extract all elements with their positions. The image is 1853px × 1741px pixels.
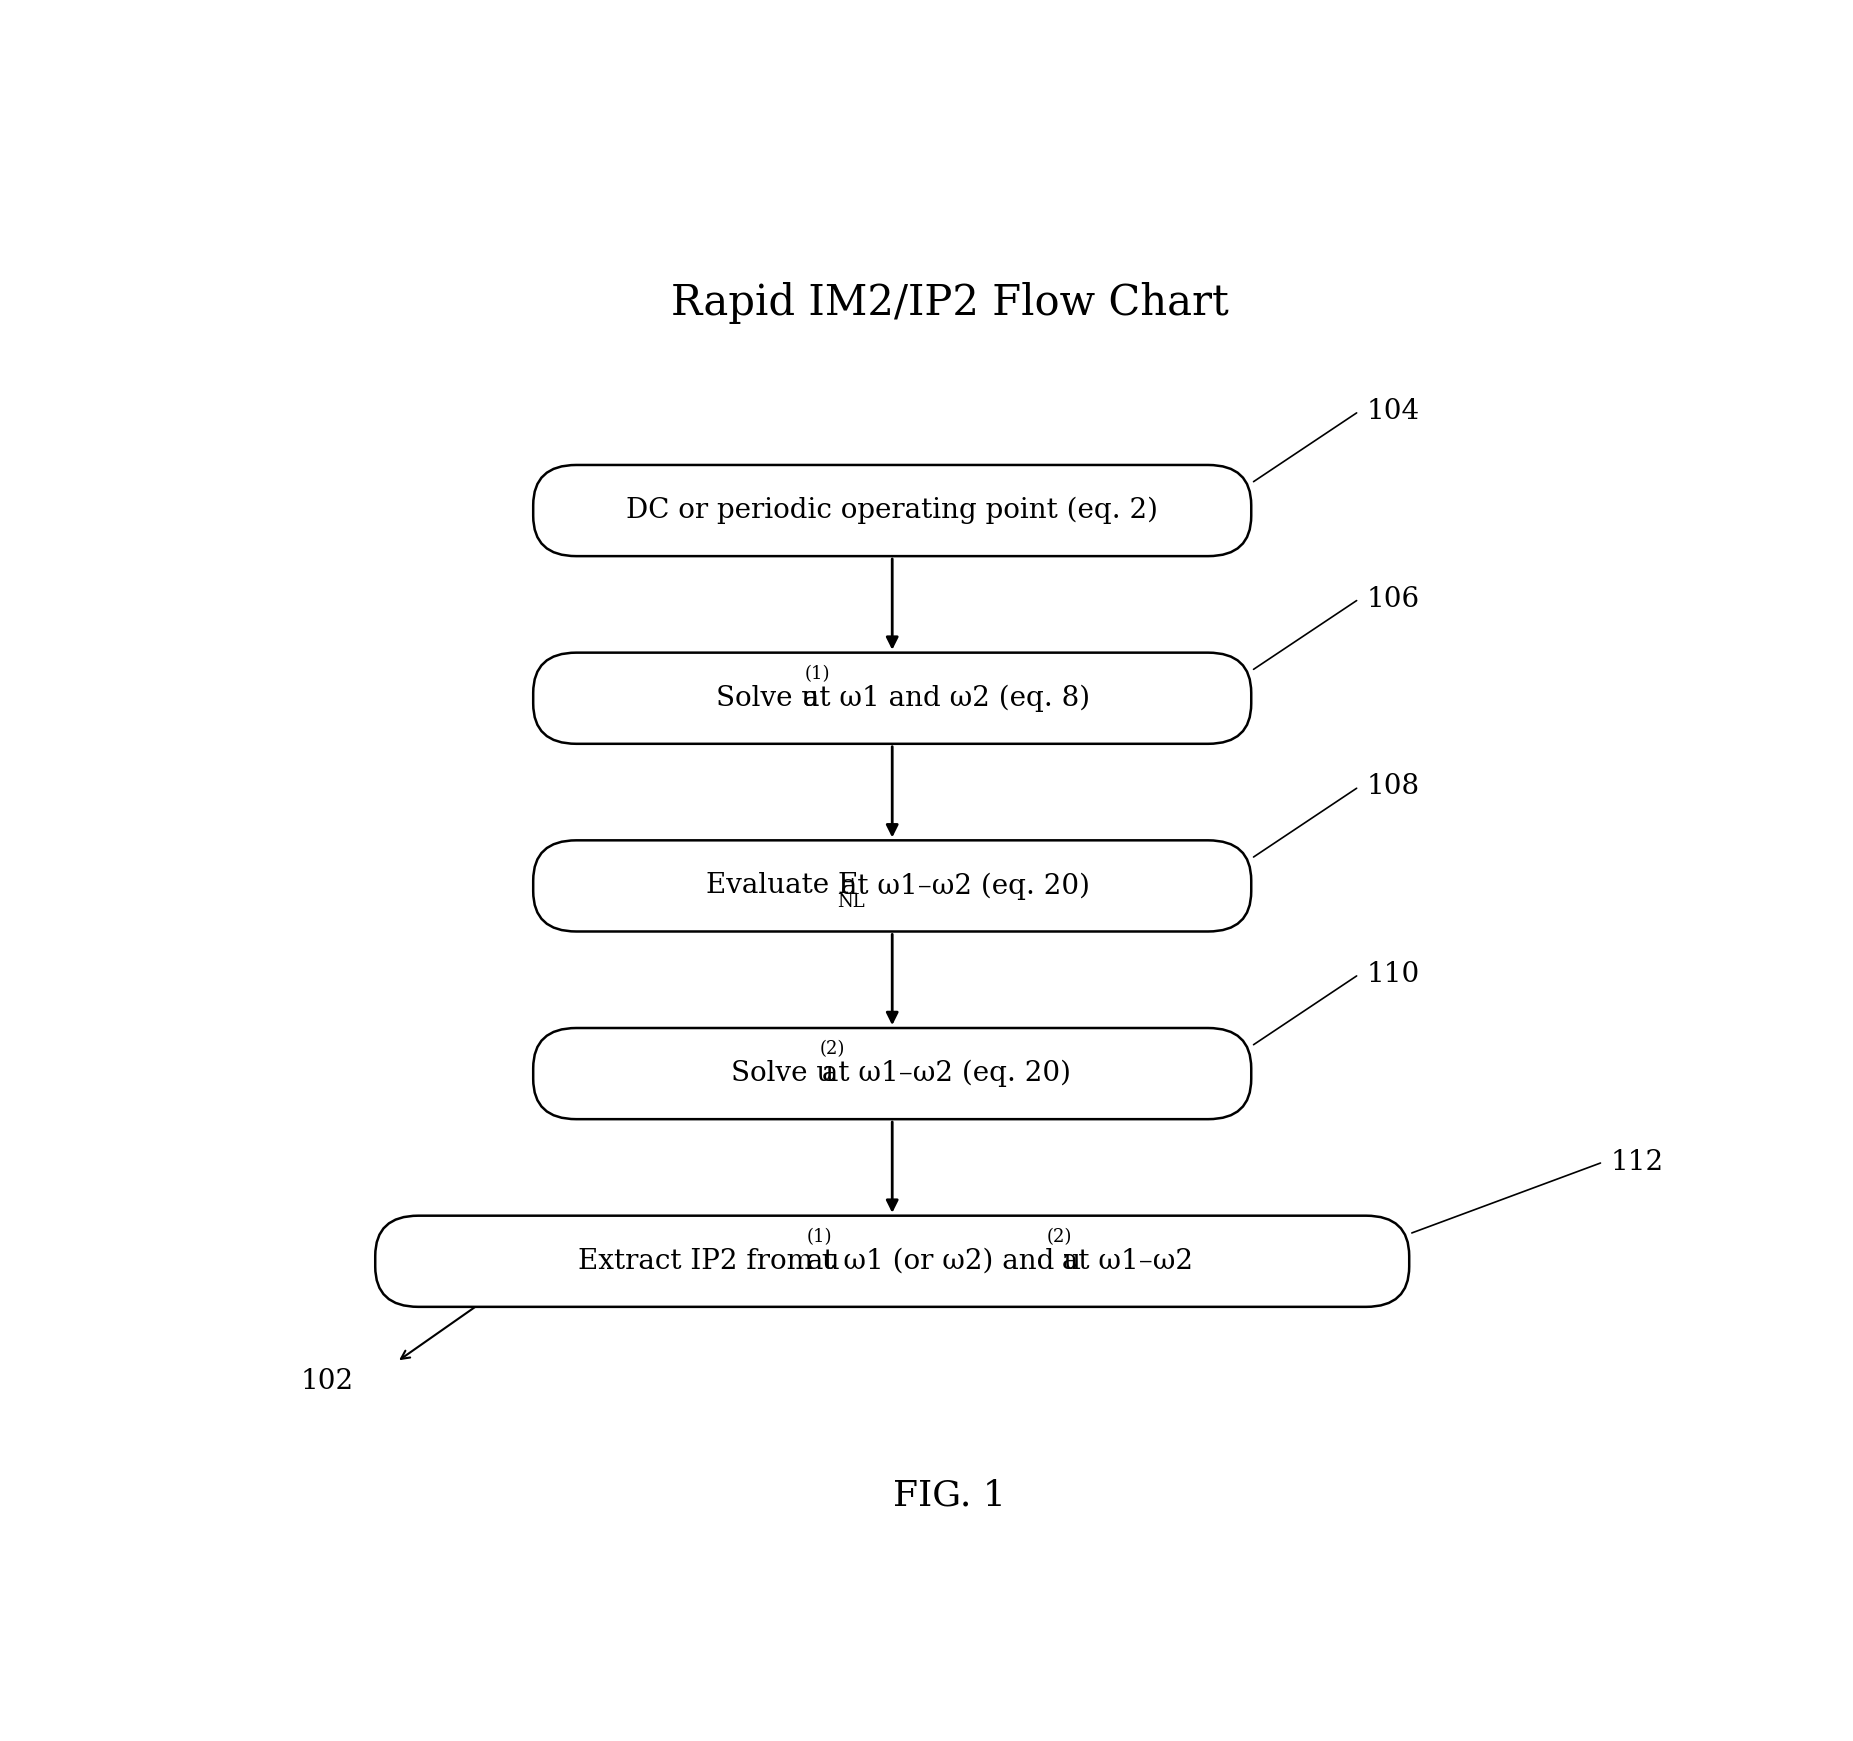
Text: (2): (2) xyxy=(1047,1227,1071,1247)
FancyBboxPatch shape xyxy=(534,653,1251,743)
Text: (1): (1) xyxy=(804,665,830,682)
FancyBboxPatch shape xyxy=(534,465,1251,555)
Text: DC or periodic operating point (eq. 2): DC or periodic operating point (eq. 2) xyxy=(626,496,1158,524)
Text: 102: 102 xyxy=(300,1368,354,1396)
Text: Rapid IM2/IP2 Flow Chart: Rapid IM2/IP2 Flow Chart xyxy=(671,282,1229,324)
FancyBboxPatch shape xyxy=(534,841,1251,931)
Text: at ω1 and ω2 (eq. 8): at ω1 and ω2 (eq. 8) xyxy=(795,684,1090,712)
Text: 112: 112 xyxy=(1610,1149,1664,1175)
Text: at ω1–ω2 (eq. 20): at ω1–ω2 (eq. 20) xyxy=(832,872,1090,900)
Text: FIG. 1: FIG. 1 xyxy=(893,1478,1006,1513)
Text: 110: 110 xyxy=(1366,961,1419,987)
Text: Extract IP2 from u: Extract IP2 from u xyxy=(578,1248,839,1274)
Text: 108: 108 xyxy=(1366,773,1419,801)
Text: (2): (2) xyxy=(819,1041,845,1059)
Text: at ω1 (or ω2) and u: at ω1 (or ω2) and u xyxy=(799,1248,1080,1274)
Text: Evaluate F: Evaluate F xyxy=(706,872,858,900)
Text: Solve u: Solve u xyxy=(715,684,819,712)
Text: at ω1–ω2 (eq. 20): at ω1–ω2 (eq. 20) xyxy=(813,1060,1071,1088)
Text: NL: NL xyxy=(838,893,865,911)
Text: (1): (1) xyxy=(808,1227,832,1247)
FancyBboxPatch shape xyxy=(534,1027,1251,1119)
Text: 104: 104 xyxy=(1366,399,1419,425)
Text: at ω1–ω2: at ω1–ω2 xyxy=(1053,1248,1193,1274)
Text: Solve u: Solve u xyxy=(730,1060,834,1086)
FancyBboxPatch shape xyxy=(376,1215,1410,1307)
Text: 106: 106 xyxy=(1366,585,1419,613)
